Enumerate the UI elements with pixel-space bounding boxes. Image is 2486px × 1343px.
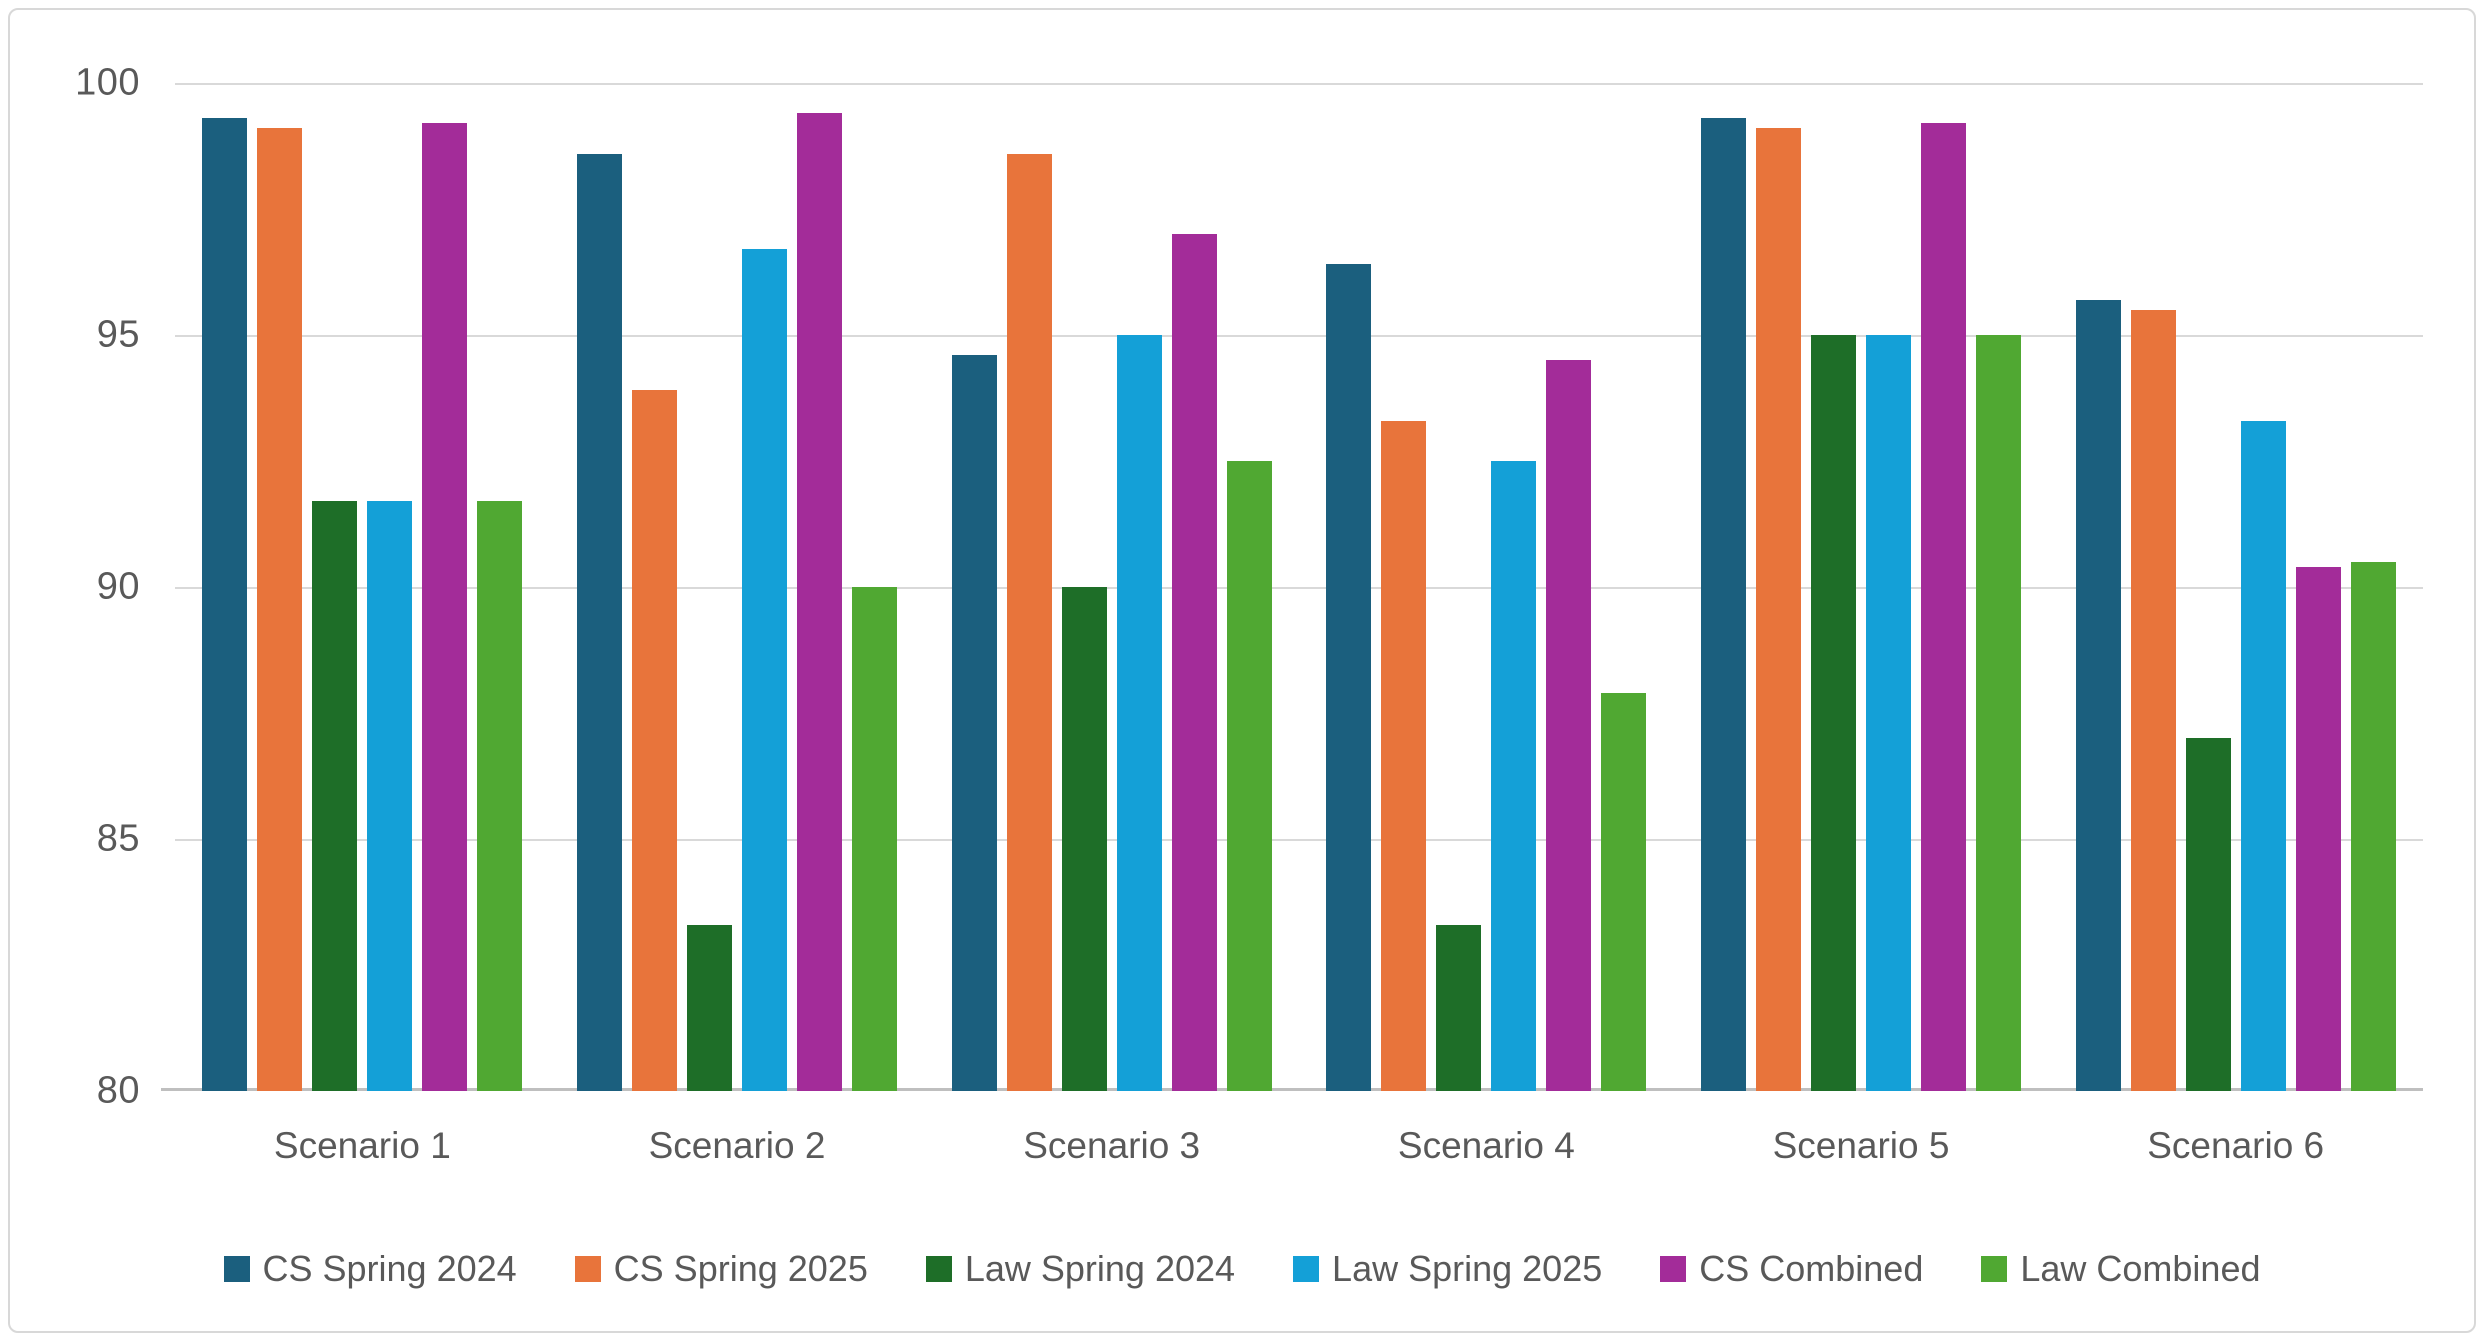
bar-cs-spring-2024-scenario-1 [202, 118, 248, 1091]
bar-cs-combined-scenario-6 [2295, 566, 2341, 1091]
chart-legend: CS Spring 2024 CS Spring 2025 Law Spring 2… [10, 1248, 2474, 1290]
x-axis-line [161, 1088, 2423, 1091]
bar-law-spring-2025-scenario-4 [1491, 461, 1537, 1091]
bar-law-spring-2024-scenario-2 [687, 924, 732, 1091]
bar-group-scenario-6 [2048, 83, 2423, 1091]
legend-label-law-spring-2024: Law Spring 2024 [964, 1248, 1236, 1289]
bar-law-spring-2025-scenario-5 [1866, 335, 1912, 1091]
gridline-90 [175, 587, 2423, 589]
x-axis: Scenario 1 Scenario 2 Scenario 3 Scenario 4… [175, 1125, 2423, 1167]
bar-cs-spring-2024-scenario-2 [577, 153, 622, 1091]
bar-cs-spring-2025-scenario-4 [1381, 420, 1427, 1091]
bar-cs-combined-scenario-1 [422, 123, 468, 1091]
x-category-label-scenario-6: Scenario 6 [2147, 1125, 2325, 1166]
bar-law-spring-2025-scenario-6 [2240, 420, 2286, 1091]
bar-law-spring-2024-scenario-5 [1811, 335, 1857, 1091]
y-axis: 100 95 90 85 80 [10, 62, 158, 1112]
y-tick-label-95: 95 [96, 313, 140, 356]
legend-item-law-combined: Law Combined [1981, 1248, 2261, 1290]
x-category-label-scenario-1: Scenario 1 [273, 1125, 451, 1166]
legend-item-cs-spring-2025: CS Spring 2025 [574, 1248, 868, 1290]
bar-cs-spring-2025-scenario-6 [2130, 309, 2176, 1091]
bar-cs-spring-2025-scenario-3 [1006, 153, 1052, 1091]
bar-cs-spring-2024-scenario-6 [2075, 299, 2121, 1091]
x-category-label-scenario-3: Scenario 3 [1023, 1125, 1201, 1166]
legend-swatch-law-combined [1981, 1256, 2008, 1282]
bar-cs-spring-2024-scenario-5 [1701, 118, 1747, 1091]
legend-item-law-spring-2025: Law Spring 2025 [1293, 1248, 1602, 1290]
bar-group-scenario-5 [1674, 83, 2049, 1091]
bar-law-spring-2024-scenario-4 [1436, 924, 1482, 1091]
bar-group-scenario-2 [550, 83, 925, 1091]
bar-law-combined-scenario-4 [1601, 692, 1647, 1091]
legend-swatch-law-spring-2025 [1293, 1256, 1320, 1282]
x-category-label-scenario-5: Scenario 5 [1772, 1125, 1950, 1166]
gridline-95 [175, 335, 2423, 337]
y-tick-label-100: 100 [75, 61, 140, 104]
legend-item-cs-spring-2024: CS Spring 2024 [223, 1248, 517, 1290]
bar-cs-spring-2025-scenario-2 [632, 390, 677, 1091]
legend-item-cs-combined: CS Combined [1660, 1248, 1923, 1290]
bar-law-spring-2024-scenario-1 [312, 501, 358, 1091]
bar-cs-combined-scenario-5 [1921, 123, 1967, 1091]
bar-law-combined-scenario-3 [1226, 461, 1272, 1091]
plot-area [161, 83, 2423, 1091]
bar-cs-spring-2024-scenario-4 [1326, 264, 1372, 1091]
y-tick-label-85: 85 [96, 817, 140, 860]
legend-label-cs-spring-2025: CS Spring 2025 [613, 1248, 868, 1289]
legend-swatch-law-spring-2024 [925, 1256, 952, 1282]
legend-swatch-cs-combined [1660, 1256, 1687, 1282]
bar-chart-frame: 100 95 90 85 80 Scenario 1 Scenario 2 Scenario… [8, 8, 2476, 1333]
x-category-label-scenario-2: Scenario 2 [648, 1125, 826, 1166]
legend-item-law-spring-2024: Law Spring 2024 [925, 1248, 1236, 1290]
x-category-label-scenario-4: Scenario 4 [1397, 1125, 1575, 1166]
bar-law-combined-scenario-2 [852, 587, 897, 1091]
bar-cs-combined-scenario-3 [1171, 234, 1217, 1091]
y-tick-label-90: 90 [96, 565, 140, 608]
y-tick-label-80: 80 [96, 1069, 140, 1112]
legend-label-law-spring-2025: Law Spring 2025 [1332, 1248, 1603, 1289]
bar-law-spring-2025-scenario-1 [367, 501, 413, 1091]
legend-swatch-cs-spring-2024 [223, 1256, 250, 1282]
gridline-85 [175, 839, 2423, 841]
bar-law-spring-2025-scenario-3 [1116, 335, 1162, 1091]
bar-group-scenario-1 [175, 83, 550, 1091]
legend-label-cs-combined: CS Combined [1699, 1248, 1924, 1289]
bar-law-combined-scenario-5 [1976, 335, 2022, 1091]
bar-cs-combined-scenario-4 [1546, 360, 1592, 1091]
bar-law-combined-scenario-6 [2350, 561, 2396, 1091]
bar-law-spring-2025-scenario-2 [742, 249, 787, 1091]
bar-cs-spring-2025-scenario-1 [257, 128, 303, 1091]
bar-group-scenario-4 [1299, 83, 1674, 1091]
bar-group-scenario-3 [924, 83, 1299, 1091]
bar-cs-spring-2024-scenario-3 [951, 355, 997, 1091]
gridline-100 [175, 83, 2423, 85]
bar-cs-combined-scenario-2 [797, 113, 842, 1091]
legend-swatch-cs-spring-2025 [574, 1256, 601, 1282]
bar-groups-row [175, 83, 2423, 1091]
bar-cs-spring-2025-scenario-5 [1756, 128, 1802, 1091]
legend-label-law-combined: Law Combined [2020, 1248, 2261, 1289]
legend-label-cs-spring-2024: CS Spring 2024 [262, 1248, 517, 1289]
bar-law-spring-2024-scenario-3 [1061, 587, 1107, 1091]
bar-law-combined-scenario-1 [477, 501, 523, 1091]
bar-law-spring-2024-scenario-6 [2185, 738, 2231, 1091]
